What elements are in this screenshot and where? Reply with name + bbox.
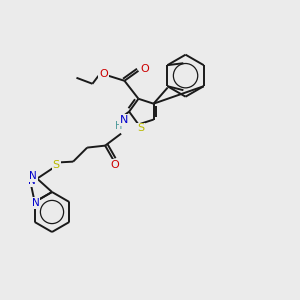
- Text: N: N: [29, 171, 37, 181]
- Text: O: O: [99, 69, 108, 79]
- Text: O: O: [111, 160, 119, 170]
- Text: N: N: [32, 198, 40, 208]
- Text: N: N: [28, 176, 35, 186]
- Text: S: S: [137, 124, 144, 134]
- Text: H: H: [116, 121, 123, 130]
- Text: S: S: [52, 160, 60, 170]
- Text: O: O: [140, 64, 149, 74]
- Text: N: N: [120, 115, 128, 124]
